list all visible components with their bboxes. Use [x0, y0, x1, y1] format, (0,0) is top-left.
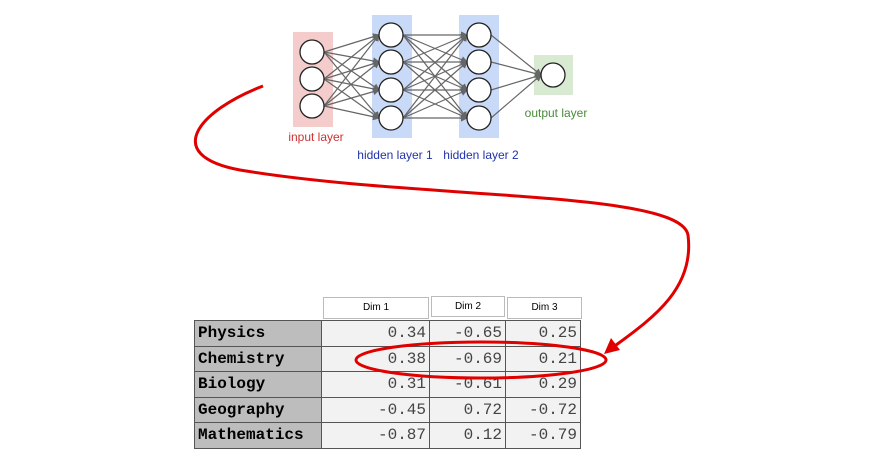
row-label: Physics — [194, 320, 322, 347]
value-cell: 0.72 — [429, 396, 506, 423]
column-header-dim3: Dim 3 — [507, 297, 582, 319]
embedding-table: Physics 0.34 -0.65 0.25 Chemistry 0.38 -0.69 0.… — [194, 320, 581, 449]
neuron-node — [466, 77, 492, 103]
value-cell: 0.31 — [321, 371, 430, 398]
table-row: Geography -0.45 0.72 -0.72 — [194, 396, 581, 423]
value-cell: -0.72 — [505, 396, 581, 423]
value-cell: -0.61 — [429, 371, 506, 398]
value-cell: -0.45 — [321, 396, 430, 423]
layer-label: output layer — [525, 106, 588, 120]
column-header-dim2: Dim 2 — [431, 296, 505, 317]
value-cell: 0.25 — [505, 320, 581, 347]
connection-edge — [402, 34, 468, 91]
neuron-node — [466, 22, 492, 48]
connection-edge — [402, 34, 469, 63]
neuron-node — [299, 66, 325, 92]
neuron-node — [466, 49, 492, 75]
connection-edge — [490, 34, 542, 76]
neuron-node — [299, 39, 325, 65]
table-row: Mathematics -0.87 0.12 -0.79 — [194, 422, 581, 449]
value-cell: 0.38 — [321, 345, 430, 372]
table-row: Biology 0.31 -0.61 0.29 — [194, 371, 581, 398]
value-cell: 0.12 — [429, 422, 506, 449]
value-cell: 0.29 — [505, 371, 581, 398]
column-header-dim1: Dim 1 — [323, 297, 429, 319]
neuron-node — [378, 105, 404, 131]
value-cell: -0.69 — [429, 345, 506, 372]
layer-label: input layer — [288, 130, 343, 144]
layer-label: hidden layer 1 — [357, 148, 433, 162]
row-label: Geography — [194, 396, 322, 423]
row-label: Biology — [194, 371, 322, 398]
neuron-node — [540, 62, 566, 88]
neuron-node — [299, 93, 325, 119]
table-row: Chemistry 0.38 -0.69 0.21 — [194, 345, 581, 372]
connection-edge — [323, 33, 381, 53]
value-cell: -0.87 — [321, 422, 430, 449]
neuron-node — [378, 49, 404, 75]
neuron-node — [466, 105, 492, 131]
row-label: Mathematics — [194, 422, 322, 449]
value-cell: 0.34 — [321, 320, 430, 347]
value-cell: -0.65 — [429, 320, 506, 347]
neuron-node — [378, 77, 404, 103]
value-cell: 0.21 — [505, 345, 581, 372]
neuron-node — [378, 22, 404, 48]
layer-label: hidden layer 2 — [443, 148, 519, 162]
connection-edge — [490, 61, 543, 77]
connection-edge — [323, 34, 380, 80]
table-row: Physics 0.34 -0.65 0.25 — [194, 320, 581, 347]
row-label: Chemistry — [194, 345, 322, 372]
value-cell: -0.79 — [505, 422, 581, 449]
